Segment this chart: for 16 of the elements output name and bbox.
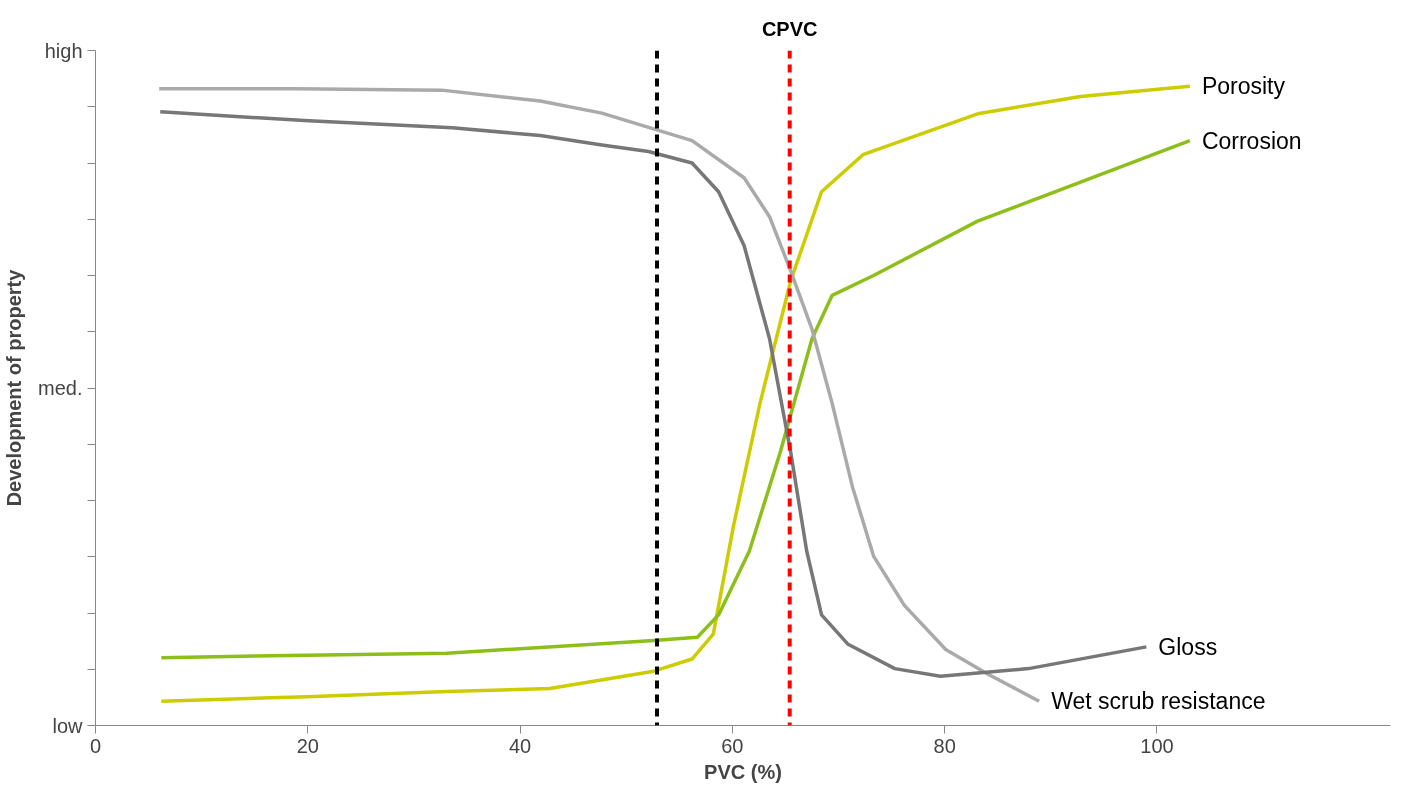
- x-tick-label: 60: [721, 734, 744, 757]
- x-tick-label: 0: [89, 734, 102, 757]
- x-tick-label: 100: [1140, 734, 1174, 757]
- y-axis-title: Development of property: [3, 268, 26, 507]
- text: high: [44, 39, 83, 62]
- text: low: [52, 714, 84, 737]
- ref-line-label: CPVC: [761, 17, 818, 40]
- x-tick-label: 40: [508, 734, 532, 757]
- x-axis-title: PVC (%): [704, 760, 782, 783]
- series-label: Porosity: [1201, 73, 1286, 100]
- x-tick-label: 20: [296, 734, 319, 757]
- series-label: Wet scrub resistance: [1051, 688, 1266, 715]
- text: med.: [38, 377, 83, 399]
- series-label: Gloss: [1158, 633, 1218, 660]
- series-label: Corrosion: [1201, 127, 1302, 154]
- x-tick-label: 80: [933, 734, 956, 757]
